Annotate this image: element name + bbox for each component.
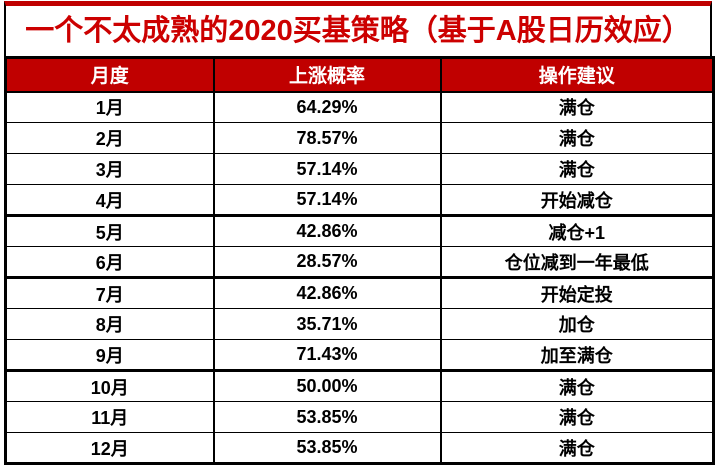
cell-advice: 开始定投 bbox=[439, 277, 715, 309]
cell-advice: 满仓 bbox=[439, 370, 715, 402]
table-row: 12月 53.85% 满仓 bbox=[4, 432, 715, 464]
cell-probability: 50.00% bbox=[212, 370, 442, 402]
cell-month: 12月 bbox=[4, 432, 215, 464]
cell-probability: 42.86% bbox=[212, 215, 442, 247]
cell-probability: 71.43% bbox=[212, 339, 442, 372]
cell-advice: 减仓+1 bbox=[439, 215, 715, 247]
cell-month: 3月 bbox=[4, 153, 215, 185]
cell-probability: 28.57% bbox=[212, 246, 442, 279]
cell-month: 7月 bbox=[4, 277, 215, 309]
table-row: 6月 28.57% 仓位减到一年最低 bbox=[4, 246, 715, 279]
cell-month: 2月 bbox=[4, 122, 215, 154]
header-row: 月度 上涨概率 操作建议 bbox=[4, 57, 715, 93]
table-row: 8月 35.71% 加仓 bbox=[4, 308, 715, 340]
cell-probability: 53.85% bbox=[212, 432, 442, 464]
cell-probability: 78.57% bbox=[212, 122, 442, 154]
cell-advice: 满仓 bbox=[439, 153, 715, 185]
title-box: 一个不太成熟的2020买基策略（基于A股日历效应） bbox=[4, 1, 712, 56]
cell-advice: 满仓 bbox=[439, 122, 715, 154]
table-frame: 一个不太成熟的2020买基策略（基于A股日历效应） 月度 上涨概率 操作建议 1… bbox=[4, 1, 715, 465]
cell-probability: 35.71% bbox=[212, 308, 442, 340]
table-row: 11月 53.85% 满仓 bbox=[4, 401, 715, 433]
table-row: 7月 42.86% 开始定投 bbox=[4, 277, 715, 309]
cell-month: 9月 bbox=[4, 339, 215, 372]
cell-advice: 满仓 bbox=[439, 432, 715, 464]
cell-advice: 满仓 bbox=[439, 401, 715, 433]
cell-probability: 42.86% bbox=[212, 277, 442, 309]
table-row: 9月 71.43% 加至满仓 bbox=[4, 339, 715, 372]
table-row: 4月 57.14% 开始减仓 bbox=[4, 184, 715, 217]
header-probability: 上涨概率 bbox=[212, 57, 442, 93]
header-month: 月度 bbox=[4, 57, 215, 93]
strategy-table: 月度 上涨概率 操作建议 1月 64.29% 满仓 2月 78.57% 满仓 3… bbox=[4, 56, 715, 465]
cell-month: 5月 bbox=[4, 215, 215, 247]
cell-month: 6月 bbox=[4, 246, 215, 279]
cell-month: 1月 bbox=[4, 91, 215, 123]
cell-probability: 64.29% bbox=[212, 91, 442, 123]
cell-month: 11月 bbox=[4, 401, 215, 433]
cell-advice: 满仓 bbox=[439, 91, 715, 123]
page-title: 一个不太成熟的2020买基策略（基于A股日历效应） bbox=[25, 14, 691, 47]
cell-advice: 仓位减到一年最低 bbox=[439, 246, 715, 279]
cell-probability: 57.14% bbox=[212, 153, 442, 185]
cell-advice: 开始减仓 bbox=[439, 184, 715, 217]
cell-month: 8月 bbox=[4, 308, 215, 340]
header-advice: 操作建议 bbox=[439, 57, 715, 93]
cell-advice: 加至满仓 bbox=[439, 339, 715, 372]
table-row: 2月 78.57% 满仓 bbox=[4, 122, 715, 154]
cell-probability: 53.85% bbox=[212, 401, 442, 433]
cell-advice: 加仓 bbox=[439, 308, 715, 340]
cell-probability: 57.14% bbox=[212, 184, 442, 217]
cell-month: 4月 bbox=[4, 184, 215, 217]
cell-month: 10月 bbox=[4, 370, 215, 402]
table-row: 3月 57.14% 满仓 bbox=[4, 153, 715, 185]
table-row: 1月 64.29% 满仓 bbox=[4, 91, 715, 123]
table-row: 10月 50.00% 满仓 bbox=[4, 370, 715, 402]
table-row: 5月 42.86% 减仓+1 bbox=[4, 215, 715, 247]
